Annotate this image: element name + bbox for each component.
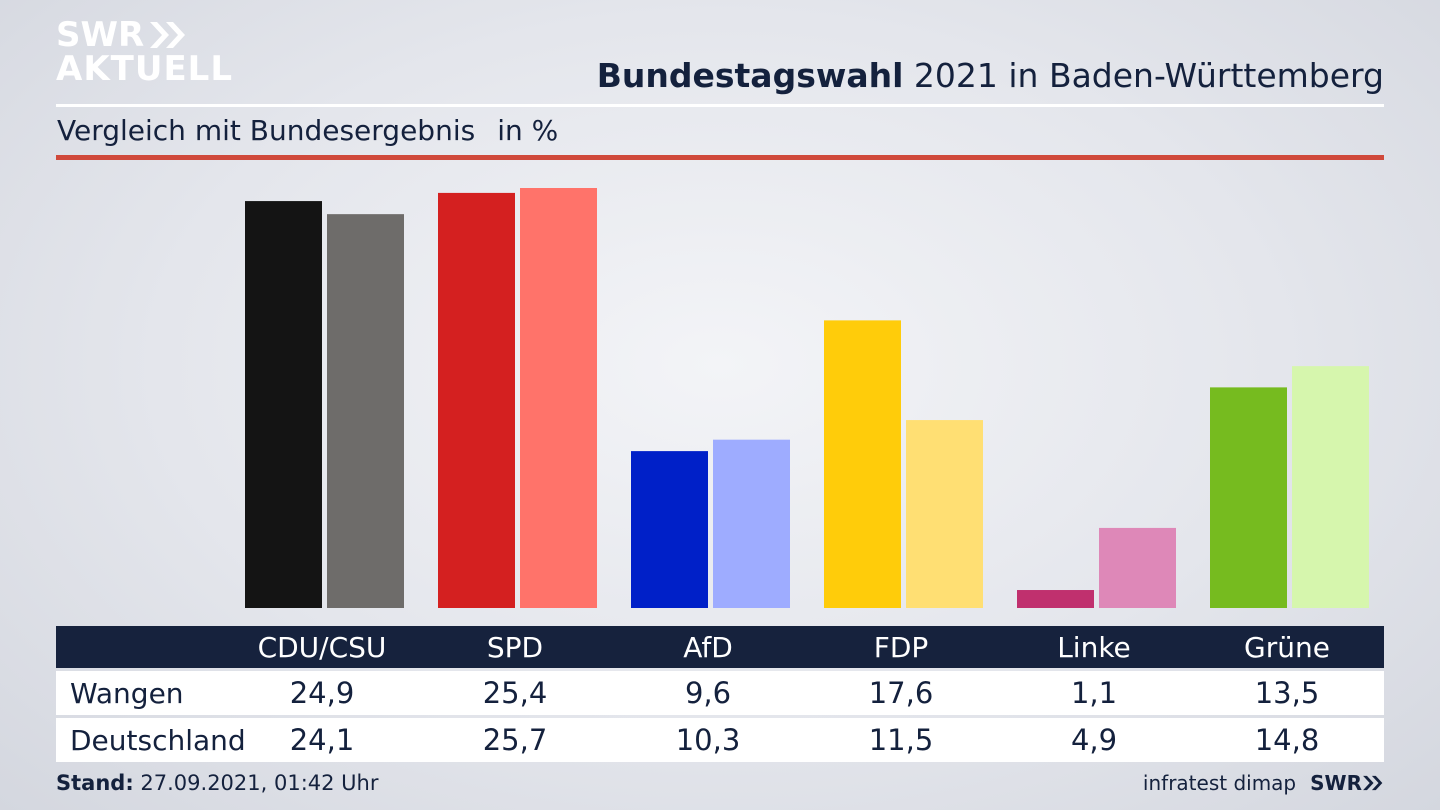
double-chevron-icon xyxy=(1363,775,1383,791)
bar-cducsu-wangen xyxy=(245,201,322,609)
table-cell: 13,5 xyxy=(1254,676,1320,710)
table-cell: 17,6 xyxy=(868,676,934,710)
bar-chart xyxy=(245,188,1369,609)
table-header: CDU/CSU SPD AfD FDP Linke Grüne xyxy=(56,626,1384,668)
timestamp: Stand: 27.09.2021, 01:42 Uhr xyxy=(56,771,379,795)
table-cell: 25,4 xyxy=(482,676,548,710)
swr-aktuell-logo: SWR AKTUELL xyxy=(56,18,233,86)
row-label-deutschland: Deutschland xyxy=(70,723,246,757)
table-cell: 24,1 xyxy=(289,723,355,757)
header-cell-spd: SPD xyxy=(486,630,544,664)
row-label-wangen: Wangen xyxy=(70,676,184,710)
unit-label: in % xyxy=(497,114,559,147)
table-cell: 14,8 xyxy=(1254,723,1320,757)
bar-grne-deutschland xyxy=(1292,366,1369,608)
results-table: CDU/CSU SPD AfD FDP Linke Grüne Wangen 2… xyxy=(56,626,1384,762)
bar-linke-wangen xyxy=(1017,590,1094,608)
bar-afd-deutschland xyxy=(713,439,790,608)
source-credit: infratest dimap SWR xyxy=(1143,771,1384,795)
subtitle: Vergleich mit Bundesergebnis in % xyxy=(57,114,558,147)
header-cell-cdu: CDU/CSU xyxy=(257,630,387,664)
table-row: Wangen 24,9 25,4 9,6 17,6 1,1 13,5 xyxy=(56,671,1384,715)
title-bold: Bundestagswahl xyxy=(596,56,904,95)
accent-divider xyxy=(56,155,1384,160)
page-title: Bundestagswahl 2021 in Baden-Württemberg xyxy=(597,56,1384,95)
title-rest: 2021 in Baden-Württemberg xyxy=(903,56,1384,95)
logo-line1: SWR xyxy=(56,15,145,55)
table-cell: 9,6 xyxy=(684,676,732,710)
bar-cducsu-deutschland xyxy=(327,214,404,608)
header-cell-afd: AfD xyxy=(683,630,733,664)
table-cell: 24,9 xyxy=(289,676,355,710)
logo-line2: AKTUELL xyxy=(56,49,234,89)
bar-linke-deutschland xyxy=(1099,527,1176,608)
bar-spd-deutschland xyxy=(520,188,597,608)
source-label: infratest dimap xyxy=(1142,771,1297,795)
bar-spd-wangen xyxy=(438,192,515,609)
table-cell: 10,3 xyxy=(675,723,741,757)
table-row: Deutschland 24,1 25,7 10,3 11,5 4,9 14,8 xyxy=(56,718,1384,762)
table-cell: 25,7 xyxy=(482,723,548,757)
header-divider xyxy=(56,104,1384,107)
swr-brand-text: SWR xyxy=(1310,771,1362,795)
subtitle-text: Vergleich mit Bundesergebnis xyxy=(57,114,476,147)
table-cell: 11,5 xyxy=(868,723,934,757)
table-cell: 1,1 xyxy=(1070,676,1118,710)
swr-brand: SWR xyxy=(1310,771,1384,795)
header-cell-linke: Linke xyxy=(1057,630,1131,664)
header-cell-fdp: FDP xyxy=(873,630,929,664)
bar-fdp-wangen xyxy=(824,320,901,608)
bar-afd-wangen xyxy=(631,451,708,608)
double-chevron-icon xyxy=(150,22,186,48)
stand-value: 27.09.2021, 01:42 Uhr xyxy=(133,771,379,795)
table-cell: 4,9 xyxy=(1070,723,1118,757)
header-cell-gruene: Grüne xyxy=(1244,630,1330,664)
stand-label: Stand: xyxy=(56,771,134,795)
bar-fdp-deutschland xyxy=(906,420,983,608)
bar-grne-wangen xyxy=(1210,387,1287,608)
